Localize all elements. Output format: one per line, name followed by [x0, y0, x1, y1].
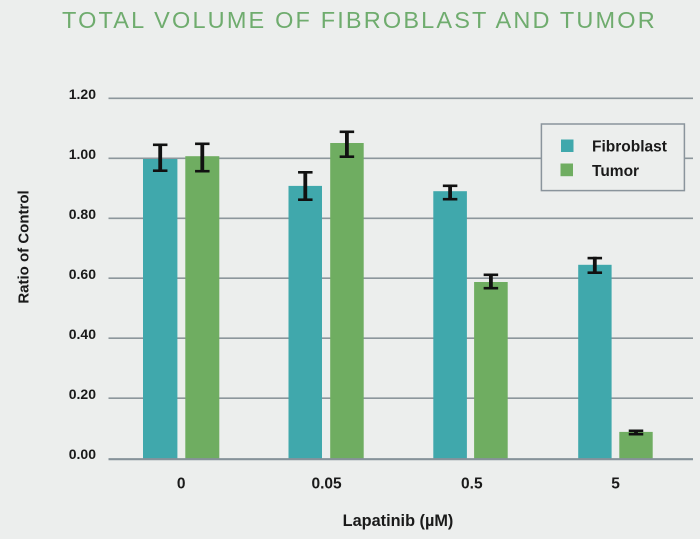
svg-text:1.00: 1.00 — [69, 146, 96, 162]
svg-text:Lapatinib (µM): Lapatinib (µM) — [343, 512, 454, 530]
svg-text:0.5: 0.5 — [461, 476, 483, 493]
svg-text:0.05: 0.05 — [312, 476, 343, 493]
svg-text:Fibroblast: Fibroblast — [592, 139, 667, 156]
svg-text:0: 0 — [177, 476, 186, 493]
svg-text:0.80: 0.80 — [69, 206, 96, 222]
svg-text:0.00: 0.00 — [69, 446, 96, 462]
svg-text:5: 5 — [611, 476, 620, 493]
svg-text:0.60: 0.60 — [69, 266, 96, 282]
svg-text:Ratio of Control: Ratio of Control — [16, 190, 33, 303]
svg-text:1.20: 1.20 — [69, 86, 96, 102]
svg-text:Tumor: Tumor — [592, 163, 639, 180]
svg-text:TOTAL VOLUME OF FIBROBLAST AND: TOTAL VOLUME OF FIBROBLAST AND TUMOR — [62, 7, 657, 33]
svg-text:0.40: 0.40 — [69, 326, 96, 342]
svg-text:0.20: 0.20 — [69, 386, 96, 402]
